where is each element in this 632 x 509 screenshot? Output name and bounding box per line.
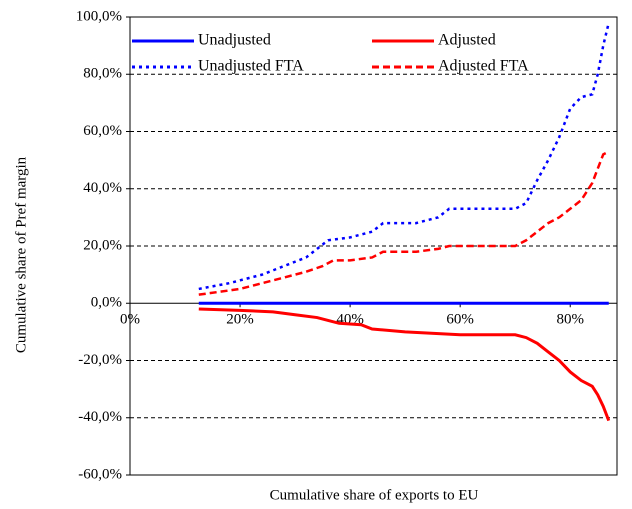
x-tick-label: 0% (120, 312, 140, 328)
y-tick-label: -60,0% (78, 466, 122, 482)
y-tick-label: -40,0% (78, 409, 122, 425)
x-tick-label: 60% (446, 312, 474, 328)
x-axis-label: Cumulative share of exports to EU (270, 487, 479, 503)
legend-label: Adjusted FTA (438, 58, 529, 75)
y-tick-label: 40,0% (83, 180, 122, 196)
y-tick-label: -20,0% (78, 352, 122, 368)
y-tick-label: 100,0% (76, 8, 122, 24)
y-axis-label: Cumulative share of Pref margin (13, 156, 29, 353)
legend-label: Unadjusted (198, 32, 271, 49)
y-tick-label: 80,0% (83, 66, 122, 82)
y-tick-label: 60,0% (83, 123, 122, 139)
legend: Unadjusted Adjusted Unadjusted FTA Adjusted… (132, 32, 529, 75)
series-line (198, 307, 611, 422)
series-line (198, 150, 610, 296)
y-tick-label: 20,0% (83, 237, 122, 253)
legend-label: Unadjusted FTA (198, 58, 304, 75)
x-tick-label: 80% (556, 312, 584, 328)
legend-label: Adjusted (438, 32, 496, 49)
series-line (198, 22, 610, 291)
y-tick-label: 0,0% (91, 295, 122, 311)
x-tick-label: 20% (226, 312, 254, 328)
